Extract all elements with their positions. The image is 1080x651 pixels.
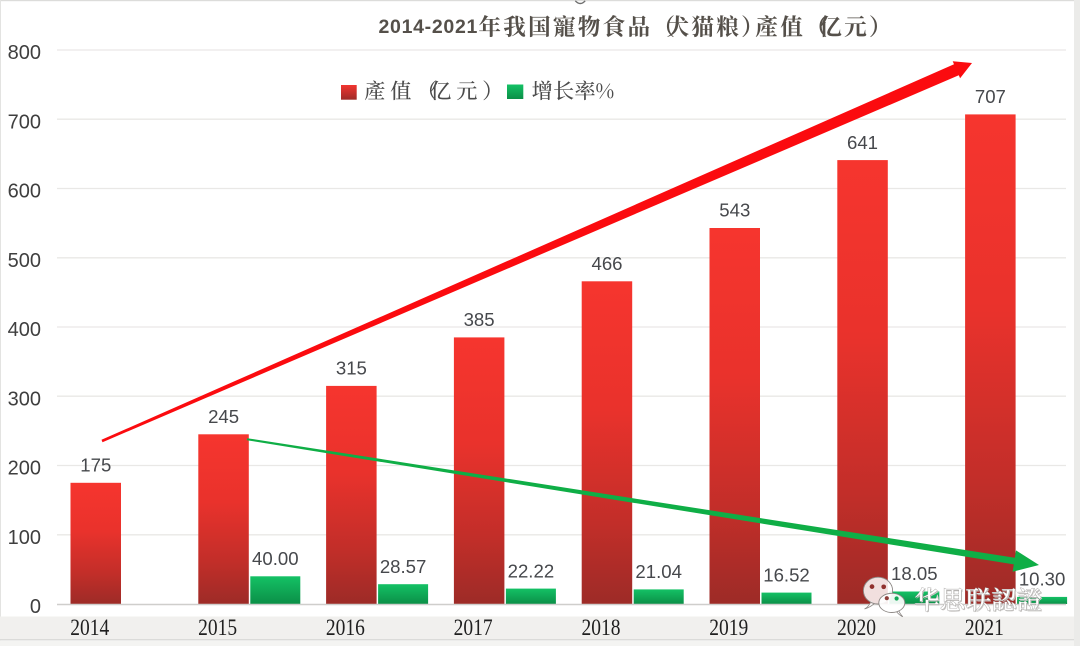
- svg-text:315: 315: [336, 358, 367, 379]
- svg-text:40.00: 40.00: [252, 548, 299, 569]
- svg-text:200: 200: [8, 458, 41, 480]
- svg-text:2017: 2017: [454, 615, 493, 640]
- svg-text:2014-2021: 2014-2021: [379, 16, 479, 38]
- svg-text:2018: 2018: [582, 615, 621, 640]
- svg-text:600: 600: [8, 181, 41, 203]
- svg-text:500: 500: [8, 250, 41, 272]
- svg-text:2015: 2015: [198, 615, 237, 640]
- svg-text:707: 707: [975, 86, 1006, 107]
- svg-text:2014: 2014: [70, 615, 109, 640]
- svg-text:2016: 2016: [326, 615, 365, 640]
- svg-text:2019: 2019: [709, 615, 748, 640]
- svg-text:2020: 2020: [837, 615, 876, 640]
- svg-text:245: 245: [208, 406, 239, 427]
- svg-text:21.04: 21.04: [635, 561, 682, 582]
- svg-text:100: 100: [8, 527, 41, 549]
- svg-text:400: 400: [8, 319, 41, 341]
- svg-text:28.57: 28.57: [380, 556, 427, 577]
- svg-text:700: 700: [8, 111, 41, 133]
- svg-text:800: 800: [8, 42, 41, 64]
- svg-text:300: 300: [8, 388, 41, 410]
- svg-text:466: 466: [591, 253, 622, 274]
- svg-text:641: 641: [847, 132, 878, 153]
- svg-text:10.30: 10.30: [1019, 569, 1066, 590]
- svg-text:22.22: 22.22: [508, 560, 555, 581]
- svg-text:16.52: 16.52: [763, 564, 810, 585]
- svg-text:543: 543: [719, 200, 750, 221]
- svg-text:18.05: 18.05: [891, 563, 938, 584]
- svg-text:385: 385: [464, 309, 495, 330]
- svg-text:2021: 2021: [965, 615, 1004, 640]
- svg-text:175: 175: [80, 455, 111, 476]
- svg-text:0: 0: [30, 596, 41, 618]
